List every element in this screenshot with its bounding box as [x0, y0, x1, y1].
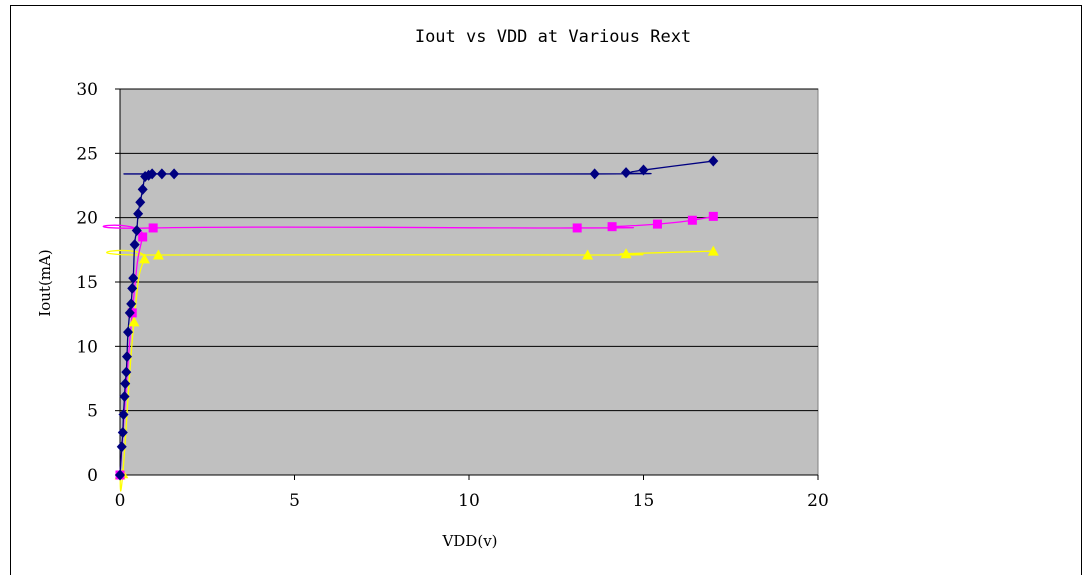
series-0-point [128, 272, 139, 284]
x-tick-label: 10 [458, 491, 480, 511]
series-1-point [572, 223, 582, 233]
series-0-point [119, 391, 130, 403]
series-0-point [126, 298, 137, 310]
y-tick-label: 10 [76, 337, 98, 357]
series-2-point [138, 253, 150, 264]
grid-lines [120, 88, 818, 412]
series-2-point [582, 249, 594, 260]
chart: Iout vs VDD at Various Rext 0 5 10 15 20 25 30… [36, 27, 829, 550]
series-0-point [121, 351, 132, 363]
series-0-point [638, 164, 649, 176]
series-2-point [707, 245, 719, 256]
series-1-point [687, 215, 697, 225]
series-0-point [135, 196, 146, 208]
series-2-point [152, 249, 164, 260]
series-1-point [652, 219, 662, 229]
series-0-point [131, 225, 142, 237]
series-0-point [129, 239, 140, 251]
x-tick-label: 15 [633, 491, 655, 511]
y-axis-title: Iout(mA) [36, 249, 54, 316]
y-tick-label: 15 [76, 273, 98, 293]
series-2-point [128, 316, 140, 327]
series-1-point [708, 211, 718, 221]
series-0-point [121, 366, 132, 378]
chart-frame [10, 5, 1082, 575]
series-0-point [169, 168, 180, 180]
y-tick-label: 5 [87, 402, 98, 422]
series-0-point [120, 378, 131, 390]
y-tick-label: 0 [87, 466, 98, 486]
series-0-point [156, 168, 167, 180]
x-tick-label: 0 [115, 491, 126, 511]
series-0-point [124, 307, 135, 319]
x-axis-title: VDD(v) [441, 532, 497, 550]
series-1-point [148, 223, 158, 233]
x-tick-label: 20 [807, 491, 829, 511]
series-0-point [137, 183, 148, 195]
series-0-point [118, 409, 129, 421]
y-tick-label: 30 [76, 80, 98, 100]
y-tick-label: 25 [76, 144, 98, 164]
axes: 0 5 10 15 20 25 30 0 5 10 15 20 [76, 80, 828, 511]
series-0-point [115, 469, 125, 481]
series-0-point [123, 326, 134, 338]
series-0-point [147, 168, 158, 180]
series-markers [114, 155, 719, 481]
series-0-point [589, 168, 600, 180]
series-0-point [621, 167, 632, 179]
series-2-point [620, 248, 632, 259]
series-1-point [138, 232, 148, 242]
chart-title: Iout vs VDD at Various Rext [415, 27, 691, 47]
x-tick-label: 5 [289, 491, 300, 511]
series-0-point [116, 441, 127, 453]
series-1-point [607, 222, 617, 232]
series-0-point [708, 155, 719, 167]
series-0-point [117, 427, 128, 439]
y-tick-label: 20 [76, 209, 98, 229]
series-0-point [133, 208, 144, 220]
series-0-point [127, 282, 138, 294]
